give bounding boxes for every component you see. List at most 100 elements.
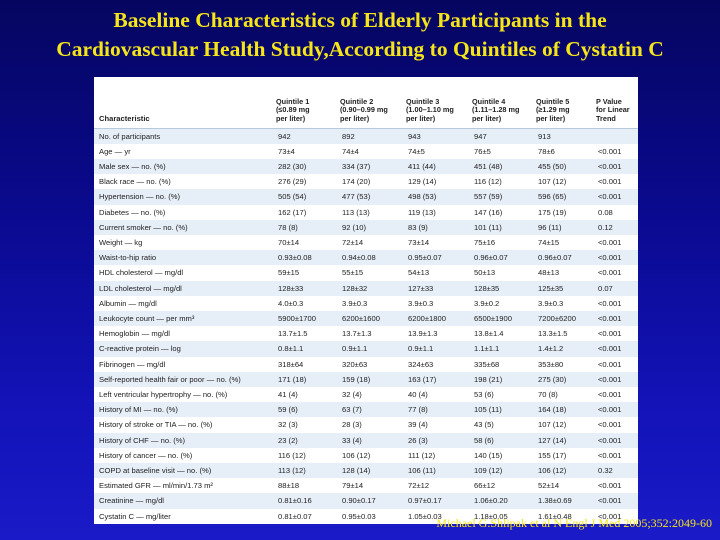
- row-value-cell: 6500±1900: [474, 313, 512, 323]
- table-row: No. of participants 942 892 943 947 913: [94, 128, 638, 144]
- row-value-cell: 174 (20): [342, 177, 371, 187]
- slide-title: Baseline Characteristics of Elderly Part…: [0, 6, 720, 64]
- row-label-cell: History of stroke or TIA — no. (%): [99, 420, 213, 430]
- row-value-cell: 455 (50): [538, 161, 567, 171]
- row-value-cell: 0.08: [598, 207, 613, 217]
- row-value-cell: <0.001: [598, 359, 622, 369]
- row-value-cell: 74±15: [538, 237, 560, 247]
- row-value-cell: <0.001: [598, 511, 622, 521]
- row-value-cell: 0.81±0.16: [278, 496, 312, 506]
- row-value-cell: 451 (48): [474, 161, 503, 171]
- row-value-cell: 53 (6): [474, 389, 494, 399]
- row-value-cell: 105 (11): [474, 405, 502, 415]
- row-value-cell: 411 (44): [408, 161, 436, 171]
- row-label-cell: Cystatin C — mg/liter: [99, 511, 171, 521]
- row-value-cell: 13.3±1.5: [538, 329, 568, 339]
- table-body: No. of participants 942 892 943 947 913 Age — …: [94, 128, 638, 524]
- table-row: History of CHF — no. (%) 23 (2) 33 (4) 26 (…: [94, 432, 638, 448]
- row-value-cell: <0.001: [598, 253, 622, 263]
- row-value-cell: 335±68: [474, 359, 500, 369]
- header-p-value: P Value for Linear Trend: [596, 77, 638, 129]
- row-value-cell: 33 (4): [342, 435, 362, 445]
- row-value-cell: 0.8±1.1: [278, 344, 304, 354]
- row-value-cell: 6200±1600: [342, 313, 380, 323]
- row-value-cell: 147 (16): [474, 207, 503, 217]
- row-value-cell: 0.9±1.1: [408, 344, 434, 354]
- row-value-cell: <0.001: [598, 450, 622, 460]
- row-value-cell: 107 (12): [538, 177, 567, 187]
- row-value-cell: 75±16: [474, 237, 496, 247]
- row-value-cell: 39 (4): [408, 420, 428, 430]
- table-row: Estimated GFR — ml/min/1.73 m² 88±18 79±14…: [94, 478, 638, 494]
- row-label-cell: Diabetes — no. (%): [99, 207, 166, 217]
- row-value-cell: 83 (9): [408, 222, 428, 232]
- row-value-cell: 0.96±0.07: [474, 253, 508, 263]
- table-row: History of stroke or TIA — no. (%) 32 (3)…: [94, 417, 638, 433]
- row-value-cell: 58 (6): [474, 435, 494, 445]
- row-value-cell: 3.9±0.2: [474, 298, 500, 308]
- table-row: Hemoglobin — mg/dl 13.7±1.5 13.7±1.3 13.9±1…: [94, 326, 638, 342]
- row-label-cell: Hemoglobin — mg/dl: [99, 329, 170, 339]
- row-value-cell: 5900±1700: [278, 313, 316, 323]
- row-label-cell: Albumin — mg/dl: [99, 298, 157, 308]
- row-label-cell: History of MI — no. (%): [99, 405, 178, 415]
- row-value-cell: 353±80: [538, 359, 564, 369]
- row-value-cell: 43 (5): [474, 420, 494, 430]
- row-value-cell: <0.001: [598, 146, 622, 156]
- row-value-cell: 77 (8): [408, 405, 428, 415]
- row-label-cell: Black race — no. (%): [99, 177, 171, 187]
- row-value-cell: <0.001: [598, 405, 622, 415]
- row-value-cell: <0.001: [598, 389, 622, 399]
- row-value-cell: 892: [342, 131, 355, 141]
- row-value-cell: <0.001: [598, 329, 622, 339]
- row-value-cell: 1.05±0.03: [408, 511, 442, 521]
- row-value-cell: 74±4: [342, 146, 359, 156]
- row-value-cell: 106 (12): [342, 450, 371, 460]
- row-value-cell: <0.001: [598, 313, 622, 323]
- table-row: COPD at baseline visit — no. (%) 113 (12)…: [94, 462, 638, 479]
- table-row: Albumin — mg/dl 4.0±0.3 3.9±0.3 3.9±0.3 3.9±…: [94, 295, 638, 311]
- row-value-cell: 171 (18): [278, 374, 307, 384]
- row-value-cell: 1.61±0.48: [538, 511, 572, 521]
- row-value-cell: 32 (3): [278, 420, 298, 430]
- table-header-row: Characteristic Quintile 1 (≤0.89 mg per …: [94, 77, 638, 129]
- row-value-cell: 0.32: [598, 465, 613, 475]
- table-row: History of MI — no. (%) 59 (6) 63 (7) 77 (8…: [94, 402, 638, 418]
- row-value-cell: <0.001: [598, 374, 622, 384]
- row-value-cell: 101 (11): [474, 222, 502, 232]
- row-value-cell: 88±18: [278, 481, 300, 491]
- row-value-cell: 59±15: [278, 268, 300, 278]
- row-value-cell: 70 (8): [538, 389, 558, 399]
- row-value-cell: 140 (15): [474, 450, 503, 460]
- row-label-cell: No. of participants: [99, 131, 161, 141]
- row-label-cell: Current smoker — no. (%): [99, 222, 188, 232]
- table-row: Hypertension — no. (%) 505 (54) 477 (53) 49…: [94, 189, 638, 205]
- row-value-cell: 48±13: [538, 268, 560, 278]
- row-value-cell: 1.1±1.1: [474, 344, 500, 354]
- row-value-cell: 111 (12): [408, 450, 436, 460]
- row-value-cell: <0.001: [598, 192, 622, 202]
- table-row: Age — yr 73±4 74±4 74±5 76±5 78±6 <0.001: [94, 143, 638, 159]
- header-quintile-3: Quintile 3 (1.00–1.10 mg per liter): [406, 77, 472, 129]
- header-quintile-4: Quintile 4 (1.11–1.28 mg per liter): [472, 77, 536, 129]
- row-value-cell: 59 (6): [278, 405, 298, 415]
- citation: Michael G.Shlipak et al N Engl J Med 200…: [436, 516, 712, 530]
- row-value-cell: 155 (17): [538, 450, 567, 460]
- row-value-cell: 477 (53): [342, 192, 371, 202]
- row-label-cell: Creatinine — mg/dl: [99, 496, 164, 506]
- row-value-cell: 78±6: [538, 146, 555, 156]
- row-value-cell: 116 (12): [474, 177, 502, 187]
- row-value-cell: 92 (10): [342, 222, 367, 232]
- table-row: C-reactive protein — log 0.8±1.1 0.9±1.1 0.…: [94, 341, 638, 357]
- slide-title-line-2: Cardiovascular Health Study,According to…: [56, 37, 664, 61]
- row-value-cell: 0.9±1.1: [342, 344, 368, 354]
- row-value-cell: 125±35: [538, 283, 564, 293]
- row-value-cell: <0.001: [598, 481, 622, 491]
- row-label-cell: Fibrinogen — mg/dl: [99, 359, 166, 369]
- row-label-cell: Left ventricular hypertrophy — no. (%): [99, 389, 228, 399]
- row-label-cell: Estimated GFR — ml/min/1.73 m²: [99, 481, 213, 491]
- row-value-cell: 198 (21): [474, 374, 503, 384]
- row-label-cell: HDL cholesterol — mg/dl: [99, 268, 184, 278]
- row-value-cell: <0.001: [598, 298, 622, 308]
- row-value-cell: 175 (19): [538, 207, 567, 217]
